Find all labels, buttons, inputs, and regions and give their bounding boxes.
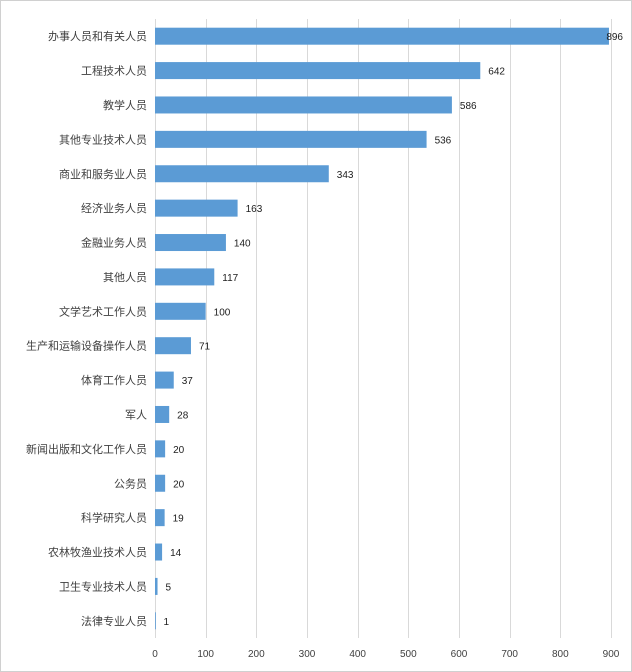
x-tick-label: 300 — [299, 649, 316, 660]
data-label: 117 — [222, 273, 238, 284]
bar — [155, 405, 170, 423]
category-label: 教学人员 — [103, 98, 147, 112]
data-label: 586 — [460, 101, 477, 112]
category-label: 其他人员 — [103, 271, 147, 284]
bar — [155, 612, 156, 630]
data-label: 536 — [435, 135, 452, 146]
data-label: 642 — [488, 67, 505, 78]
bar — [155, 440, 166, 458]
x-tick-label: 400 — [349, 649, 366, 660]
x-tick-label: 200 — [248, 649, 265, 660]
category-label: 工程技术人员 — [81, 65, 147, 78]
data-label: 5 — [166, 582, 172, 593]
bar — [155, 509, 165, 527]
category-label: 经济业务人员 — [81, 201, 147, 215]
category-label: 文学艺术工作人员 — [59, 304, 147, 318]
x-tick-label: 900 — [603, 649, 620, 660]
category-label: 金融业务人员 — [81, 236, 147, 250]
bar — [155, 543, 163, 561]
category-label: 法律专业人员 — [81, 614, 147, 628]
bar — [155, 474, 166, 492]
category-label: 商业和服务业人员 — [59, 167, 147, 181]
data-label: 14 — [170, 548, 182, 559]
data-label: 896 — [606, 32, 623, 43]
data-label: 1 — [164, 617, 170, 628]
category-label: 新闻出版和文化工作人员 — [26, 442, 147, 456]
category-label: 科学研究人员 — [81, 511, 147, 525]
bars — [155, 27, 609, 630]
data-label: 19 — [173, 514, 185, 525]
x-tick-label: 0 — [152, 649, 158, 660]
bar — [155, 130, 427, 148]
data-label: 28 — [177, 410, 189, 421]
category-label: 其他专业技术人员 — [59, 132, 147, 146]
category-label: 办事人员和有关人员 — [48, 29, 147, 43]
bar — [155, 27, 609, 45]
bar — [155, 268, 215, 286]
bar — [155, 96, 452, 114]
data-label: 100 — [214, 307, 231, 318]
bar — [155, 371, 174, 389]
data-label: 20 — [173, 479, 185, 490]
category-labels: 办事人员和有关人员工程技术人员教学人员其他专业技术人员商业和服务业人员经济业务人… — [26, 29, 147, 628]
bar — [155, 165, 329, 183]
x-tick-label: 500 — [400, 649, 417, 660]
x-axis-tick-labels: 0 100 200 300 400 500 600 700 800 900 — [152, 649, 620, 660]
category-label: 军人 — [125, 408, 147, 421]
bar — [155, 577, 158, 595]
x-tick-label: 800 — [552, 649, 569, 660]
x-tick-label: 100 — [197, 649, 214, 660]
data-label: 163 — [246, 204, 263, 215]
category-label: 公务员 — [114, 477, 147, 490]
data-labels: 896 642 586 536 343 163 140 117 100 71 37 28 20 20 19 1… — [164, 32, 624, 628]
data-label: 343 — [337, 170, 354, 181]
bar — [155, 302, 206, 320]
bar — [155, 234, 226, 252]
bar — [155, 199, 238, 217]
data-label: 140 — [234, 239, 251, 250]
data-label: 37 — [182, 376, 194, 387]
bar — [155, 337, 191, 355]
x-tick-label: 600 — [451, 649, 468, 660]
category-label: 生产和运输设备操作人员 — [26, 339, 147, 353]
bar — [155, 62, 481, 80]
x-tick-label: 700 — [501, 649, 518, 660]
category-label: 体育工作人员 — [81, 373, 147, 387]
category-label: 农林牧渔业技术人员 — [48, 545, 147, 559]
data-label: 71 — [199, 342, 211, 353]
category-label: 卫生专业技术人员 — [59, 579, 147, 593]
data-label: 20 — [173, 445, 185, 456]
gridlines — [155, 19, 612, 638]
